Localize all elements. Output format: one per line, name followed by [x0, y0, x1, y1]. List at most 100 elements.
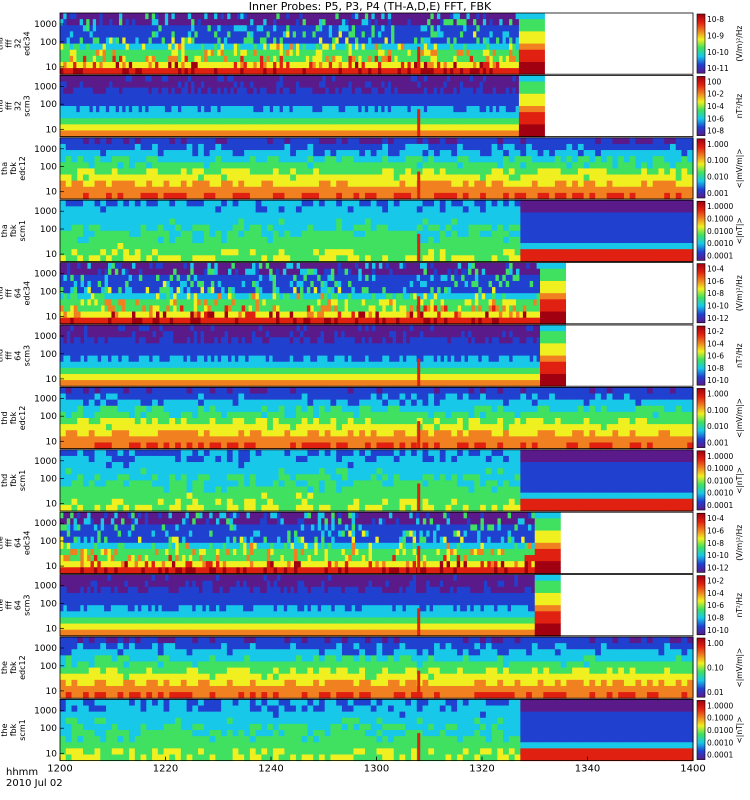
- heatmap-cell: [359, 180, 366, 188]
- heatmap-cell: [73, 106, 77, 113]
- heatmap-cell: [164, 118, 169, 125]
- heatmap-cell: [117, 236, 124, 244]
- heatmap-cell: [151, 106, 156, 113]
- heatmap-cell: [100, 174, 107, 182]
- heatmap-cell: [204, 49, 209, 57]
- heatmap-cell: [282, 87, 287, 95]
- heatmap-cell: [282, 130, 287, 138]
- heatmap-cell: [554, 168, 562, 176]
- heatmap-cell: [420, 25, 425, 32]
- heatmap-cell: [589, 186, 596, 194]
- heatmap-cell: [492, 49, 497, 57]
- heatmap-cell: [256, 19, 261, 26]
- heatmap-cell: [635, 143, 642, 151]
- heatmap-cell: [347, 224, 355, 232]
- heatmap-cell: [203, 156, 211, 163]
- heatmap-cell: [200, 81, 205, 89]
- heatmap-cell: [77, 255, 84, 262]
- heatmap-cell: [391, 99, 395, 107]
- heatmap-cell: [474, 143, 481, 151]
- heatmap-cell: [355, 13, 359, 20]
- heatmap-cell: [217, 55, 222, 63]
- heatmap-cell: [151, 87, 156, 95]
- heatmap-cell: [393, 255, 401, 262]
- heatmap-cell: [345, 124, 350, 131]
- heatmap-cell: [82, 118, 87, 125]
- heatmap-cell: [227, 13, 232, 20]
- heatmap-cell: [191, 43, 195, 51]
- heatmap-cell: [450, 31, 454, 38]
- heatmap-cell: [175, 186, 182, 194]
- heatmap-cell: [171, 75, 176, 83]
- heatmap-cell: [618, 206, 625, 213]
- heatmap-cell: [445, 243, 452, 250]
- heatmap-cell: [427, 81, 432, 89]
- heatmap-cell: [400, 124, 405, 131]
- heatmap-cell: [520, 200, 527, 207]
- heatmap-cell: [312, 43, 317, 51]
- heatmap-cell: [243, 87, 248, 95]
- heatmap-cell: [428, 243, 435, 250]
- heatmap-cell: [63, 43, 68, 51]
- heatmap-cell: [109, 55, 114, 63]
- heatmap-cell: [66, 61, 71, 69]
- heatmap-cell: [200, 43, 205, 51]
- heatmap-cell: [328, 31, 333, 38]
- heatmap-cell: [129, 192, 136, 200]
- heatmap-cell: [66, 13, 71, 20]
- heatmap-cell: [184, 130, 189, 138]
- heatmap-cell: [83, 180, 90, 188]
- heatmap-cell: [480, 249, 487, 256]
- heatmap-cell: [152, 206, 159, 213]
- heatmap-cell: [152, 200, 159, 207]
- heatmap-cell: [391, 43, 395, 51]
- heatmap-cell: [404, 130, 409, 138]
- heatmap-cell: [325, 19, 330, 26]
- heatmap-cell: [612, 137, 619, 145]
- spectrogram-panel: 100010010thafbkedc121.0000.1000.0100.001…: [0, 137, 744, 200]
- heatmap-cell: [123, 212, 130, 220]
- heatmap-cell: [322, 75, 327, 83]
- heatmap-cell: [687, 137, 694, 145]
- heatmap-cell: [543, 230, 550, 238]
- heatmap-cell: [453, 55, 458, 63]
- heatmap-cell: [276, 19, 281, 26]
- heatmap-cell: [351, 31, 356, 38]
- heatmap-cell: [253, 43, 258, 51]
- heatmap-cell: [71, 174, 78, 182]
- heatmap-cell: [531, 255, 539, 262]
- heatmap-cell: [420, 106, 425, 113]
- heatmap-cell: [237, 61, 241, 69]
- heatmap-cell: [629, 230, 637, 238]
- heatmap-cell: [129, 137, 136, 145]
- heatmap-cell: [312, 31, 317, 38]
- heatmap-cell: [332, 13, 336, 20]
- heatmap-cell: [60, 49, 64, 57]
- heatmap-cell: [384, 75, 389, 83]
- heatmap-cell: [341, 174, 349, 182]
- heatmap-cell: [253, 106, 258, 113]
- heatmap-cell: [256, 68, 261, 75]
- heatmap-cell: [217, 93, 222, 101]
- heatmap-cell: [65, 206, 73, 213]
- heatmap-cell: [336, 243, 343, 250]
- heatmap-cell: [417, 25, 422, 32]
- heatmap-cell: [612, 180, 619, 188]
- heatmap-cell: [450, 55, 454, 63]
- heatmap-cell: [411, 206, 418, 213]
- heatmap-cell: [88, 192, 96, 200]
- heatmap-cell: [240, 118, 245, 125]
- heatmap-cell: [146, 174, 153, 182]
- heatmap-cell: [312, 124, 317, 131]
- heatmap-cell: [508, 200, 516, 207]
- heatmap-cell: [480, 150, 487, 157]
- heatmap-cell: [330, 212, 337, 220]
- heatmap-cell: [434, 230, 441, 238]
- heatmap-cell: [374, 106, 379, 113]
- heatmap-cell: [439, 150, 447, 157]
- heatmap-cell: [489, 130, 494, 138]
- heatmap-cell: [233, 87, 238, 95]
- heatmap-cell: [554, 236, 562, 244]
- heatmap-cell: [348, 81, 353, 89]
- heatmap-cell: [152, 218, 159, 226]
